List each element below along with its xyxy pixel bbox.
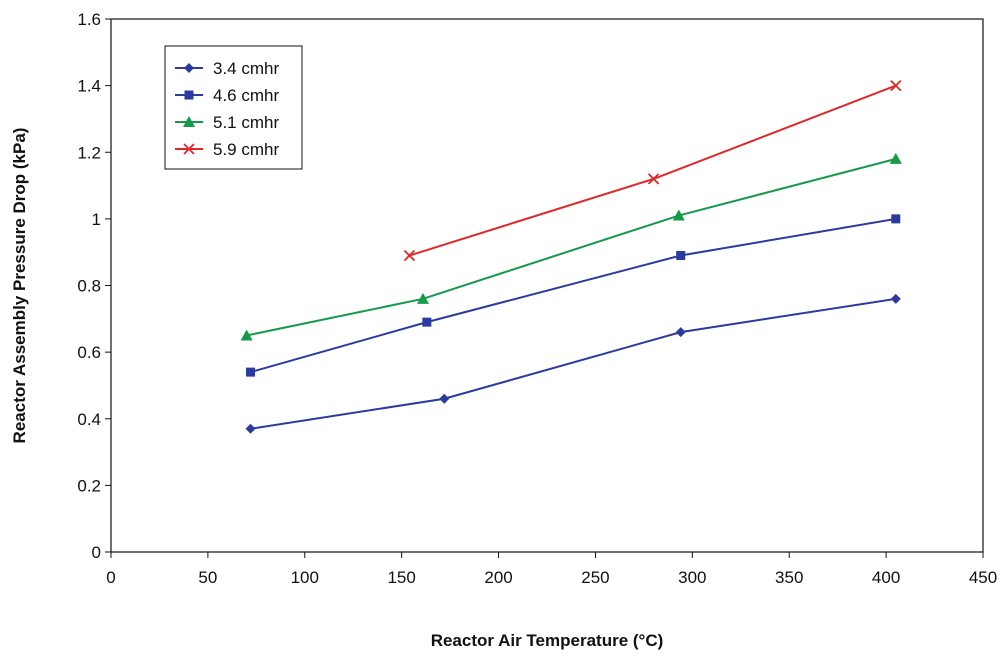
data-point-square <box>246 367 256 377</box>
series-line <box>246 157 897 337</box>
x-tick-label: 350 <box>775 568 803 587</box>
series-5-9-cmhr <box>403 79 902 262</box>
data-point-diamond <box>675 327 686 338</box>
data-point-square <box>184 90 194 100</box>
y-tick-label: 0.4 <box>77 410 101 429</box>
legend-entry: 4.6 cmhr <box>175 86 279 105</box>
legend-label: 5.9 cmhr <box>213 140 279 159</box>
series-line <box>250 217 896 374</box>
ticks-layer: 0 50 100 150 200 250 300 350 400 450 0 0.2 0.4 0.6 0.8… <box>77 10 997 587</box>
legend-label: 5.1 cmhr <box>213 113 279 132</box>
y-tick-label: 0.8 <box>77 277 101 296</box>
data-point-square <box>422 317 432 327</box>
data-point-x <box>890 79 902 92</box>
x-tick-label: 150 <box>387 568 415 587</box>
legend-entry: 5.1 cmhr <box>175 113 279 132</box>
x-marker-stroke <box>183 143 195 155</box>
data-point-x <box>403 249 416 262</box>
data-point-triangle <box>889 152 902 164</box>
data-point-triangle <box>672 209 685 221</box>
data-point-triangle <box>183 116 195 127</box>
x-tick-label: 50 <box>198 568 217 587</box>
y-tick-label: 0.6 <box>77 343 101 362</box>
x-tick-label: 250 <box>581 568 609 587</box>
data-point-diamond <box>184 63 194 73</box>
series-line <box>250 297 896 430</box>
x-tick-label: 450 <box>969 568 997 587</box>
y-tick-label: 0 <box>92 543 101 562</box>
x-marker-stroke <box>890 79 902 92</box>
x-axis-title: Reactor Air Temperature (°C) <box>431 631 664 650</box>
series-5-1-cmhr <box>240 152 902 341</box>
series-4-6-cmhr <box>246 214 901 377</box>
data-point-x <box>647 173 660 185</box>
data-point-x <box>183 143 195 155</box>
x-marker-stroke <box>403 249 416 262</box>
x-marker-stroke <box>647 173 660 185</box>
x-tick-label: 100 <box>291 568 319 587</box>
x-tick-label: 300 <box>678 568 706 587</box>
y-axis-title: Reactor Assembly Pressure Drop (kPa) <box>10 128 29 444</box>
x-tick-label: 0 <box>106 568 115 587</box>
data-point-square <box>891 214 901 224</box>
data-point-square <box>676 251 686 261</box>
y-tick-label: 0.2 <box>77 476 101 495</box>
y-tick-label: 1.6 <box>77 10 101 29</box>
legend-entry: 3.4 cmhr <box>175 59 279 78</box>
y-tick-label: 1 <box>92 210 101 229</box>
legend-label: 4.6 cmhr <box>213 86 279 105</box>
data-point-diamond <box>245 423 256 434</box>
x-tick-label: 400 <box>872 568 900 587</box>
x-tick-label: 200 <box>484 568 512 587</box>
legend: 3.4 cmhr 4.6 cmhr 5.1 cmhr 5.9 cmhr <box>164 45 303 170</box>
plot-frame <box>110 18 984 553</box>
data-point-triangle <box>416 292 429 304</box>
y-tick-label: 1.4 <box>77 77 101 96</box>
legend-label: 3.4 cmhr <box>213 59 279 78</box>
series-layer <box>240 79 902 434</box>
data-point-diamond <box>890 293 901 304</box>
data-point-triangle <box>240 329 253 341</box>
data-point-diamond <box>439 393 450 404</box>
series-3-4-cmhr <box>245 293 901 434</box>
legend-entry: 5.9 cmhr <box>175 140 279 159</box>
y-tick-label: 1.2 <box>77 143 101 162</box>
